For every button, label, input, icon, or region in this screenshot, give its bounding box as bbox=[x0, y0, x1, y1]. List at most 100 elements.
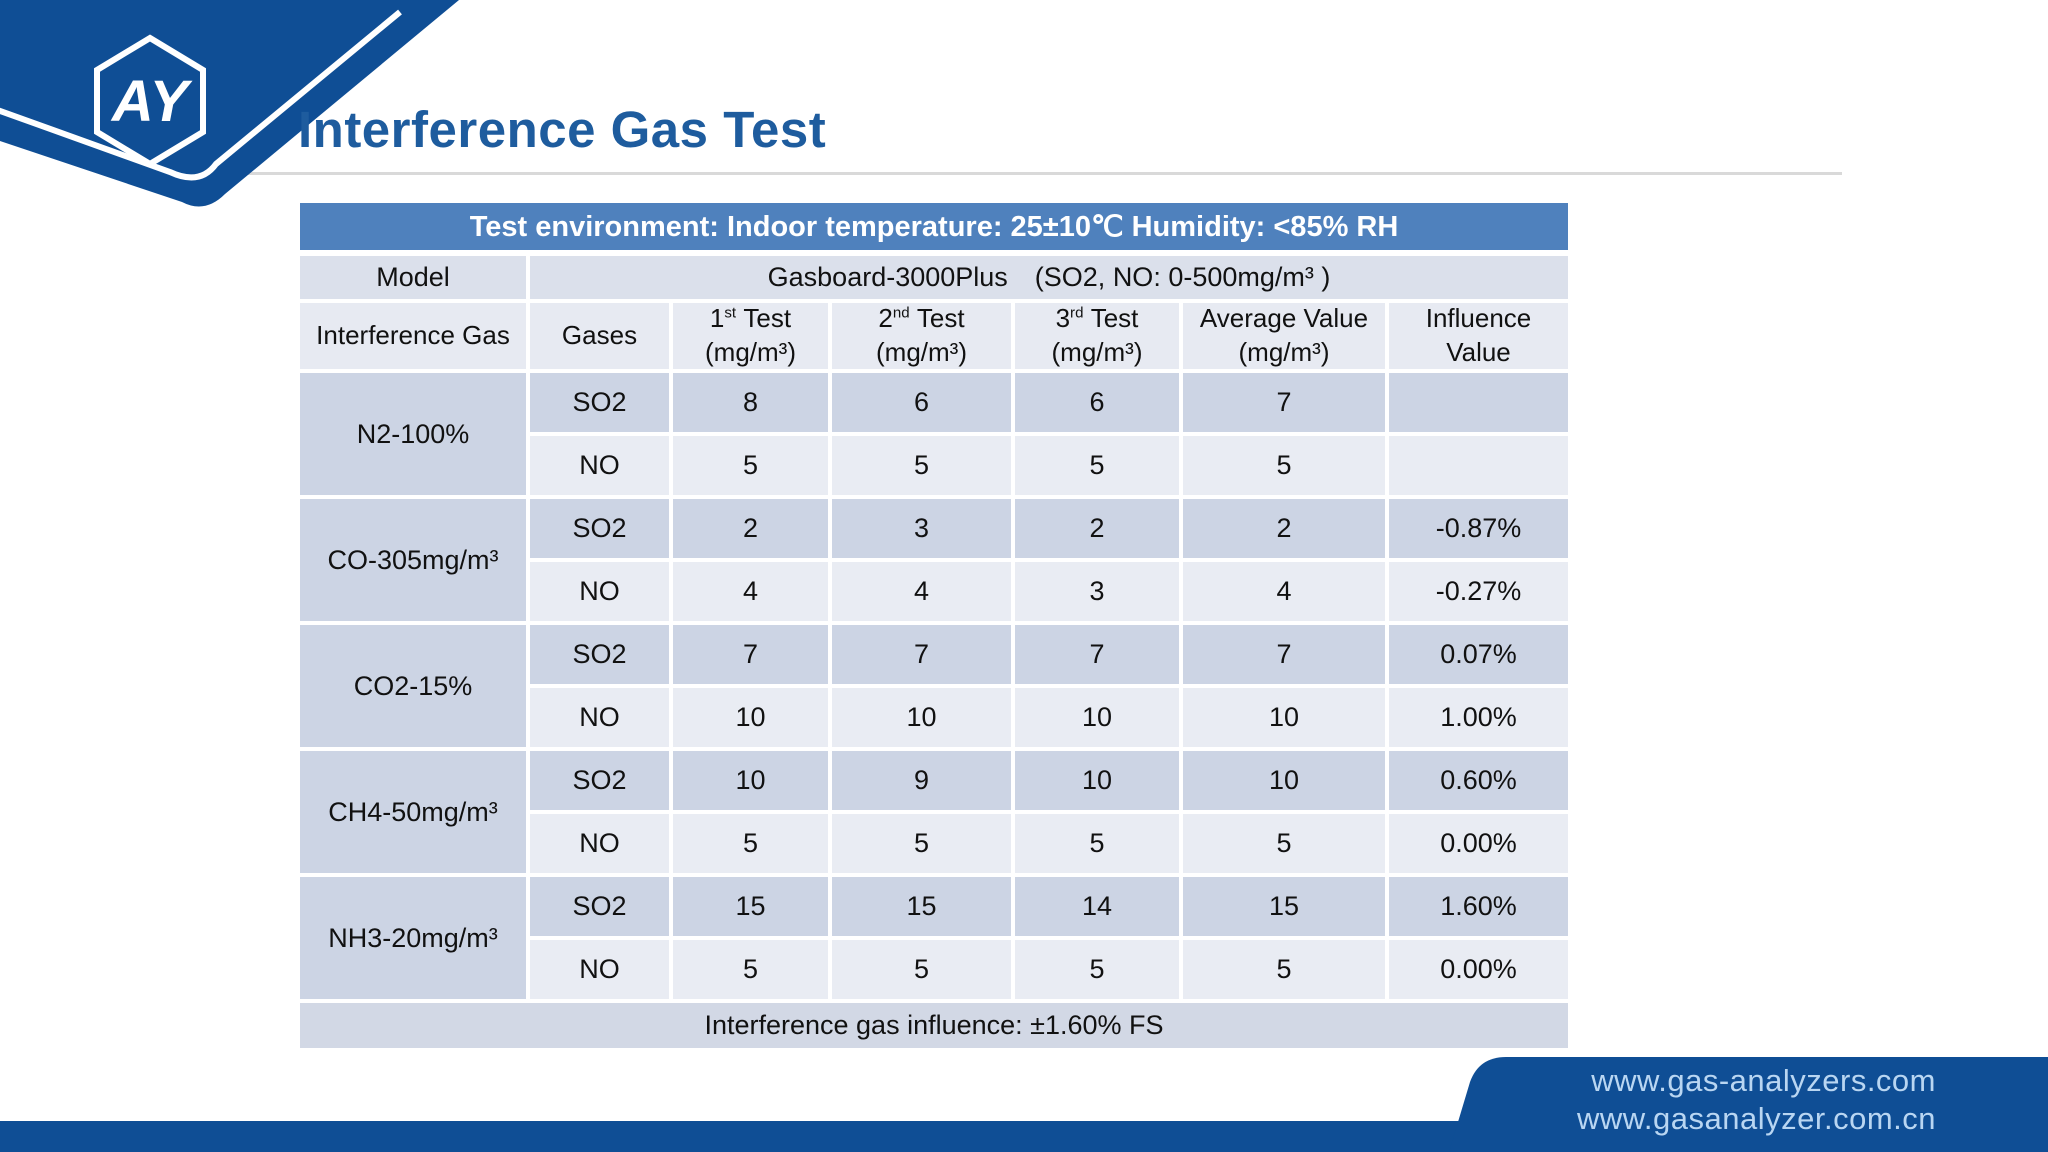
data-cell: 5 bbox=[1183, 436, 1385, 495]
data-cell: NO bbox=[530, 940, 669, 999]
data-cell: 7 bbox=[1015, 625, 1179, 684]
column-header-test3: 3rd Test (mg/m³) bbox=[1015, 303, 1179, 369]
data-cell: SO2 bbox=[530, 373, 669, 432]
data-cell: 3 bbox=[832, 499, 1011, 558]
data-cell: SO2 bbox=[530, 751, 669, 810]
website-link-primary: www.gas-analyzers.com bbox=[1591, 1063, 1936, 1098]
data-cell: 5 bbox=[1183, 814, 1385, 873]
data-cell bbox=[1389, 436, 1568, 495]
brand-logo-text: AY bbox=[110, 69, 194, 134]
data-cell: 5 bbox=[673, 940, 828, 999]
data-cell: 15 bbox=[673, 877, 828, 936]
data-cell: -0.87% bbox=[1389, 499, 1568, 558]
column-header-gases: Gases bbox=[530, 303, 669, 369]
data-cell: 6 bbox=[1015, 373, 1179, 432]
page-title: Interference Gas Test bbox=[298, 101, 827, 158]
data-cell: 4 bbox=[1183, 562, 1385, 621]
gas-group-cell: NH3-20mg/m³ bbox=[300, 877, 526, 999]
test-environment-header: Test environment: Indoor temperature: 25… bbox=[300, 203, 1568, 250]
data-cell: 7 bbox=[1183, 373, 1385, 432]
gas-group-cell: N2-100% bbox=[300, 373, 526, 495]
website-link-secondary: www.gasanalyzer.com.cn bbox=[1576, 1101, 1936, 1136]
model-value-cell: Gasboard-3000Plus (SO2, NO: 0-500mg/m³ ) bbox=[530, 256, 1568, 299]
column-header-average: Average Value (mg/m³) bbox=[1183, 303, 1385, 369]
test2-word: Test bbox=[916, 303, 965, 334]
column-header-test2: 2nd Test (mg/m³) bbox=[832, 303, 1011, 369]
data-cell: 4 bbox=[673, 562, 828, 621]
test2-number: 2 bbox=[878, 303, 893, 334]
test3-ordinal: rd bbox=[1070, 304, 1084, 322]
data-cell: 10 bbox=[832, 688, 1011, 747]
data-cell: 8 bbox=[673, 373, 828, 432]
table-footer-summary: Interference gas influence: ±1.60% FS bbox=[300, 1003, 1568, 1048]
title-underline bbox=[226, 172, 1842, 175]
data-cell: -0.27% bbox=[1389, 562, 1568, 621]
test3-number: 3 bbox=[1055, 303, 1071, 334]
data-cell: 3 bbox=[1015, 562, 1179, 621]
column-header-interference-gas: Interference Gas bbox=[300, 303, 526, 369]
data-cell: 5 bbox=[1015, 940, 1179, 999]
data-cell bbox=[1389, 373, 1568, 432]
data-cell: 2 bbox=[673, 499, 828, 558]
data-cell: 5 bbox=[1015, 814, 1179, 873]
data-cell: 0.60% bbox=[1389, 751, 1568, 810]
data-cell: 15 bbox=[1183, 877, 1385, 936]
website-links: www.gas-analyzers.com www.gasanalyzer.co… bbox=[1577, 1062, 1936, 1138]
model-label-cell: Model bbox=[300, 256, 526, 299]
test3-unit: (mg/m³) bbox=[1051, 337, 1143, 367]
data-cell: 5 bbox=[1015, 436, 1179, 495]
data-cell: 10 bbox=[673, 751, 828, 810]
test3-word: Test bbox=[1090, 303, 1139, 334]
data-cell: 5 bbox=[673, 814, 828, 873]
test1-unit: (mg/m³) bbox=[705, 337, 796, 367]
data-cell: 0.00% bbox=[1389, 940, 1568, 999]
data-cell: 5 bbox=[832, 436, 1011, 495]
test1-number: 1 bbox=[709, 303, 725, 334]
data-cell: 0.07% bbox=[1389, 625, 1568, 684]
data-cell: NO bbox=[530, 688, 669, 747]
data-cell: 5 bbox=[832, 940, 1011, 999]
data-cell: 5 bbox=[1183, 940, 1385, 999]
brand-logo-hexagon bbox=[94, 34, 206, 168]
data-cell: 10 bbox=[1015, 688, 1179, 747]
table-grid: Model Gasboard-3000Plus (SO2, NO: 0-500m… bbox=[300, 256, 1568, 1048]
data-cell: 2 bbox=[1015, 499, 1179, 558]
data-cell: 7 bbox=[673, 625, 828, 684]
data-cell: 0.00% bbox=[1389, 814, 1568, 873]
data-cell: 10 bbox=[1183, 751, 1385, 810]
data-cell: 7 bbox=[1183, 625, 1385, 684]
column-header-test1: 1st Test (mg/m³) bbox=[673, 303, 828, 369]
average-unit: (mg/m³) bbox=[1238, 337, 1330, 367]
data-cell: SO2 bbox=[530, 877, 669, 936]
data-cell: 5 bbox=[832, 814, 1011, 873]
test1-ordinal: st bbox=[724, 304, 737, 322]
data-cell: 7 bbox=[832, 625, 1011, 684]
data-cell: 1.00% bbox=[1389, 688, 1568, 747]
data-cell: 15 bbox=[832, 877, 1011, 936]
gas-group-cell: CO2-15% bbox=[300, 625, 526, 747]
data-cell: 1.60% bbox=[1389, 877, 1568, 936]
data-cell: 4 bbox=[832, 562, 1011, 621]
data-cell: 10 bbox=[1015, 751, 1179, 810]
data-cell: 10 bbox=[673, 688, 828, 747]
data-cell: NO bbox=[530, 562, 669, 621]
data-cell: 9 bbox=[832, 751, 1011, 810]
data-cell: SO2 bbox=[530, 625, 669, 684]
data-cell: 5 bbox=[673, 436, 828, 495]
data-cell: 14 bbox=[1015, 877, 1179, 936]
data-cell: 6 bbox=[832, 373, 1011, 432]
data-cell: 10 bbox=[1183, 688, 1385, 747]
gas-group-cell: CO-305mg/m³ bbox=[300, 499, 526, 621]
test2-unit: (mg/m³) bbox=[876, 337, 967, 367]
influence-label-line1: Influence bbox=[1425, 303, 1532, 334]
influence-label-line2: Value bbox=[1446, 337, 1511, 367]
interference-gas-table: Test environment: Indoor temperature: 25… bbox=[300, 203, 1568, 1048]
column-header-influence: Influence Value bbox=[1389, 303, 1568, 369]
gas-group-cell: CH4-50mg/m³ bbox=[300, 751, 526, 873]
data-cell: SO2 bbox=[530, 499, 669, 558]
data-cell: NO bbox=[530, 436, 669, 495]
data-cell: NO bbox=[530, 814, 669, 873]
data-cell: 2 bbox=[1183, 499, 1385, 558]
test2-ordinal: nd bbox=[892, 304, 910, 322]
test1-word: Test bbox=[743, 303, 792, 334]
